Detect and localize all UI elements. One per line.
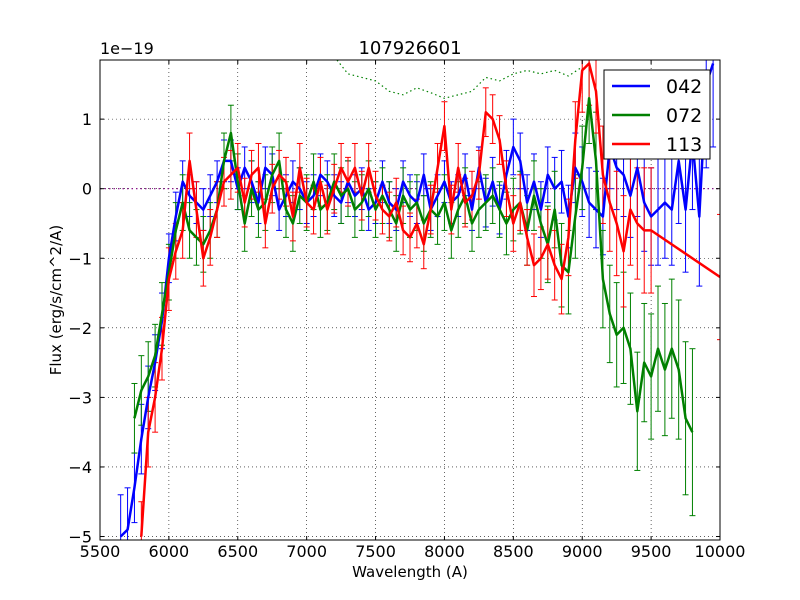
- plot-frame: [99, 59, 721, 541]
- legend: 042 072 113: [603, 69, 711, 160]
- x-tick-label: 8500: [493, 542, 534, 561]
- x-axis-label: Wavelength (A): [352, 563, 468, 581]
- y-tick-label: −5: [68, 528, 92, 547]
- x-tick-label: 8000: [424, 542, 465, 561]
- legend-label-042: 042: [666, 76, 702, 98]
- legend-label-072: 072: [666, 105, 702, 127]
- legend-label-113: 113: [666, 134, 702, 156]
- reference-lines: [100, 60, 720, 190]
- y-tick-label: 1: [82, 110, 92, 129]
- x-tick-label: 9500: [631, 542, 672, 561]
- x-tick-label: 5500: [80, 542, 121, 561]
- upper-envelope-line: [336, 60, 583, 99]
- y-tick-label: 0: [82, 180, 92, 199]
- x-tick-label: 6500: [217, 542, 258, 561]
- y-axis-label: Flux (erg/s/cm^2/A): [47, 225, 65, 376]
- series-line-072: [133, 97, 694, 433]
- x-tick-label: 9000: [562, 542, 603, 561]
- series-line-113: [140, 62, 720, 537]
- y-tick-label: −4: [68, 458, 92, 477]
- x-tick-label: 10000: [695, 542, 746, 561]
- ticks: 5500 6000 6500 7000 7500 8000 8500 9000 9500 1000…: [68, 60, 745, 561]
- y-offset-label: 1e−19: [100, 39, 154, 58]
- y-tick-label: −1: [68, 249, 92, 268]
- x-tick-label: 6000: [149, 542, 190, 561]
- chart-title: 107926601: [358, 38, 461, 59]
- x-tick-label: 7500: [355, 542, 396, 561]
- y-tick-label: −2: [68, 319, 92, 338]
- y-tick-label: −3: [68, 388, 92, 407]
- series-layer: [117, 60, 720, 540]
- x-tick-label: 7000: [286, 542, 327, 561]
